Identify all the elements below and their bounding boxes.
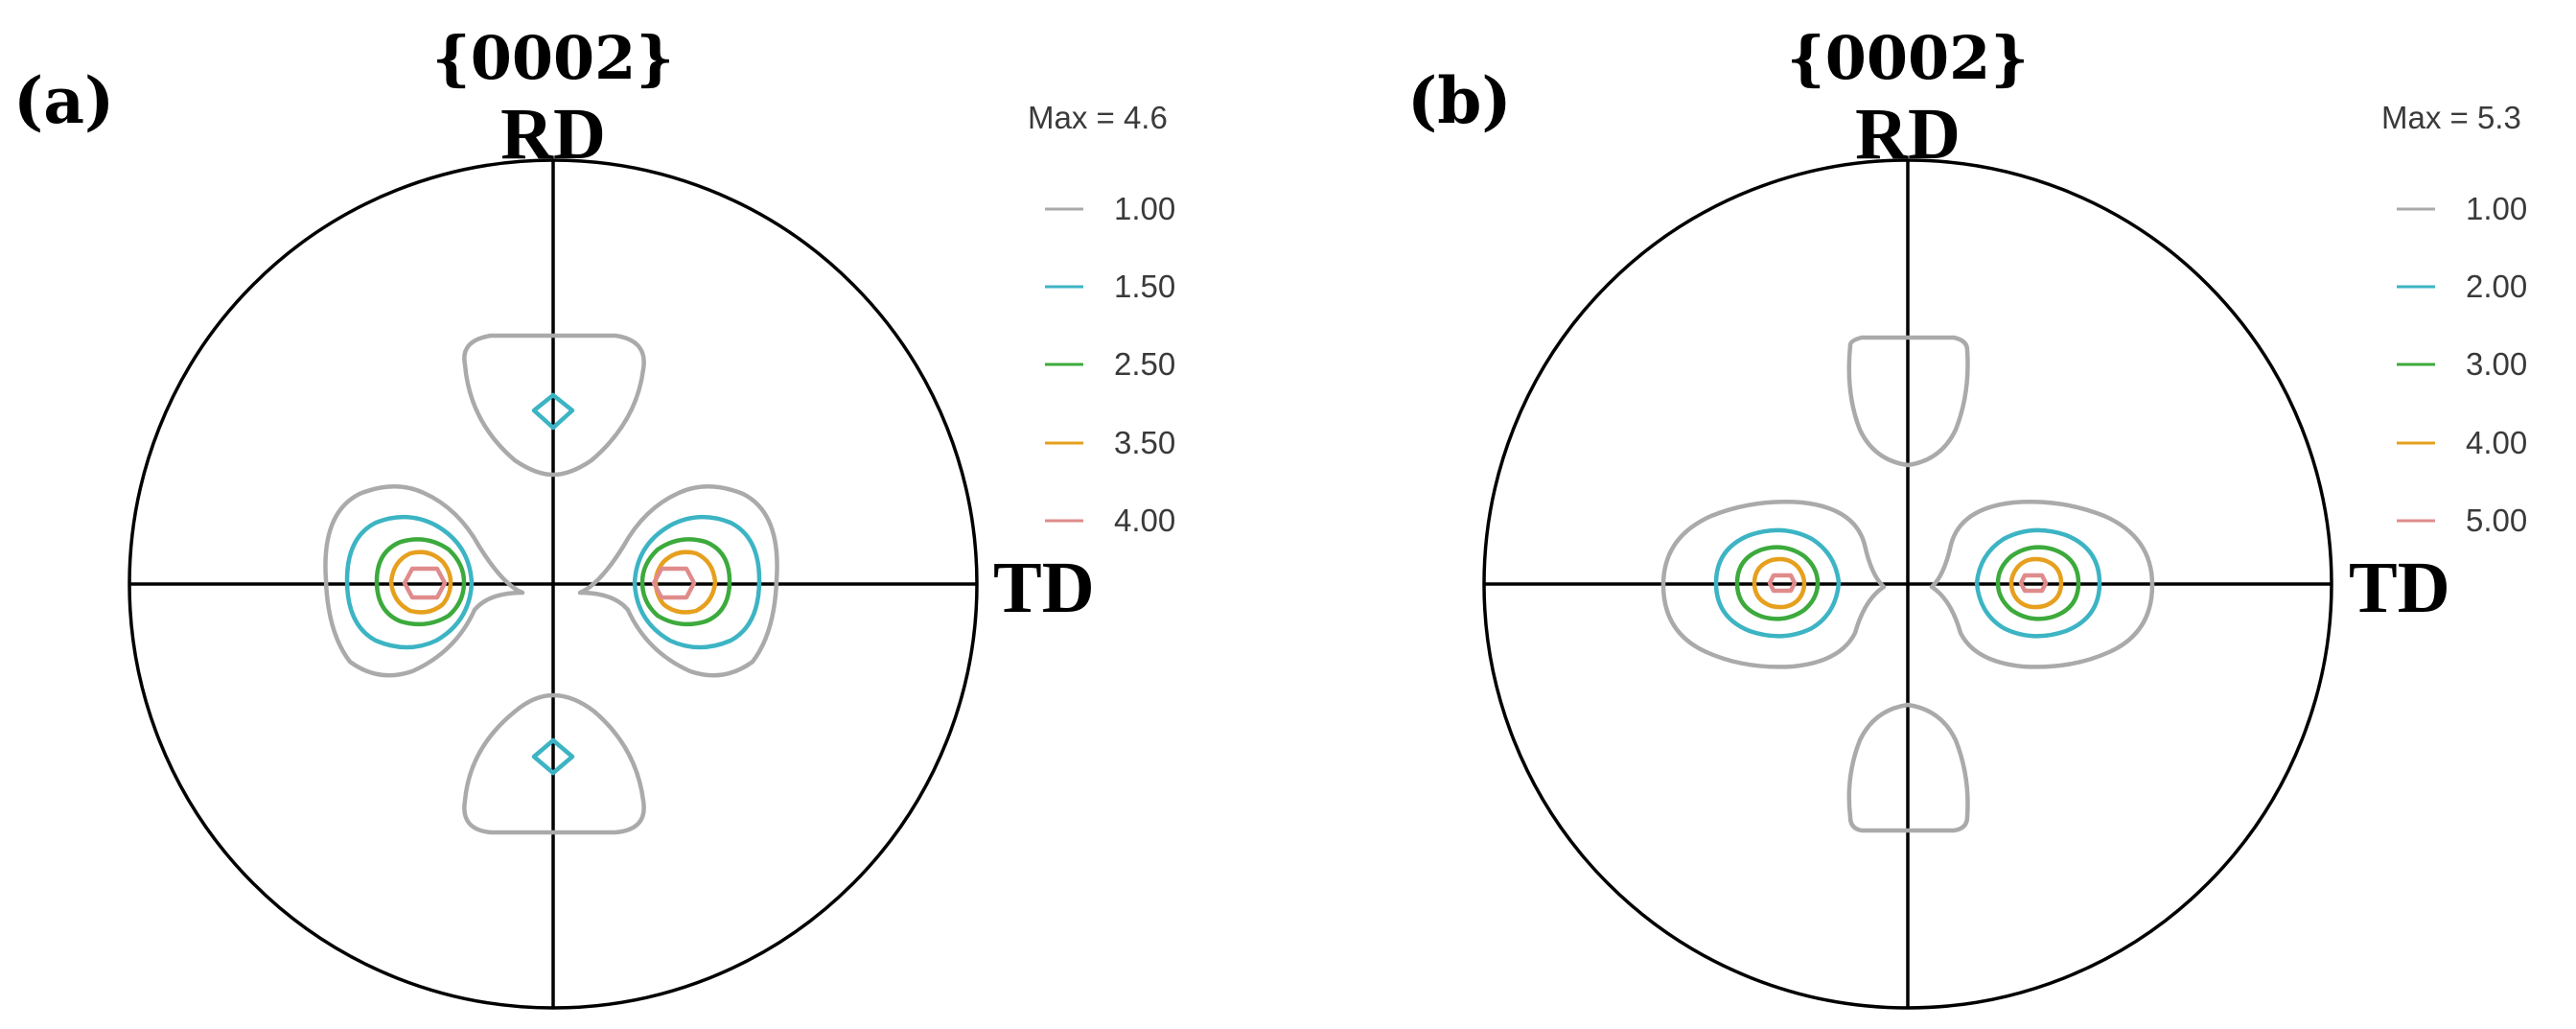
- panel-a-contour-bottom-level-1: [462, 692, 646, 835]
- panel-a-contour-right-level-5: [651, 566, 697, 600]
- panel-a-legend-label-3: 2.50: [1114, 346, 1175, 382]
- panel-b-contour-left-level-5: [1767, 573, 1798, 594]
- panel-b-contour-top-level-1: [1846, 335, 1970, 468]
- panel-a: (a) {0002} RD TD Max = 4.6 1.00 1.50: [13, 23, 1175, 1010]
- panel-a-contour-left-level-4: [388, 550, 453, 615]
- panel-a-legend-label-5: 4.00: [1114, 503, 1175, 538]
- panel-b-legend: 1.00 2.00 3.00 4.00 5.00: [2397, 191, 2527, 538]
- panel-b-legend-label-4: 4.00: [2466, 425, 2527, 460]
- panel-a-contour-left-level-1: [323, 484, 525, 678]
- panel-a-contour-top-level-2: [531, 392, 575, 431]
- panel-a-contour-top-level-1: [462, 333, 646, 478]
- panel-a-contour-right-level-4: [653, 550, 718, 615]
- panel-a-max-label: Max = 4.6: [1028, 100, 1168, 135]
- panel-a-contour-left-level-3: [374, 537, 467, 627]
- panel-b-contour-left-level-4: [1752, 556, 1807, 610]
- panel-b-contour-right-level-1: [1929, 500, 2155, 669]
- panel-a-contour-bottom-level-2: [531, 737, 575, 776]
- panel-a-td-label: TD: [993, 548, 1095, 628]
- panel-b-contour-bottom-level-1: [1846, 702, 1970, 833]
- panel-b-contour-left-level-3: [1734, 545, 1821, 621]
- panel-b-contour-right-level-2: [1974, 527, 2102, 639]
- panel-b-legend-label-1: 1.00: [2466, 191, 2527, 226]
- panel-a-label: (a): [13, 63, 114, 138]
- panel-b-label: (b): [1407, 63, 1512, 138]
- panel-b-legend-label-3: 3.00: [2466, 346, 2527, 382]
- panel-b-td-label: TD: [2349, 548, 2450, 628]
- panel-b-contour-left-level-2: [1713, 527, 1842, 639]
- panel-a-contour-right-level-3: [639, 537, 732, 627]
- panel-a-legend-label-2: 1.50: [1114, 269, 1175, 304]
- panel-a-contour-left-level-5: [402, 566, 448, 600]
- panel-b: (b) {0002} RD TD Max = 5.3 1.00 2.00: [1407, 23, 2527, 1010]
- panel-b-contour-left-level-1: [1660, 500, 1887, 669]
- panel-a-contour-right-level-1: [577, 484, 779, 678]
- panel-b-legend-label-2: 2.00: [2466, 269, 2527, 304]
- panel-a-legend: 1.00 1.50 2.50 3.50 4.00: [1045, 191, 1175, 538]
- panel-b-max-label: Max = 5.3: [2381, 100, 2521, 135]
- panel-a-plane-label: {0002}: [432, 23, 674, 93]
- panel-a-contour-left-level-2: [344, 514, 475, 650]
- panel-a-legend-label-4: 3.50: [1114, 425, 1175, 460]
- panel-b-contour-right-level-4: [2008, 556, 2064, 610]
- panel-a-legend-label-1: 1.00: [1114, 191, 1175, 226]
- panel-a-contour-right-level-2: [632, 514, 762, 650]
- panel-b-contour-right-level-5: [2018, 573, 2049, 594]
- panel-b-contour-right-level-3: [1995, 545, 2081, 621]
- panel-b-legend-label-5: 5.00: [2466, 503, 2527, 538]
- panel-b-plane-label: {0002}: [1787, 23, 2029, 93]
